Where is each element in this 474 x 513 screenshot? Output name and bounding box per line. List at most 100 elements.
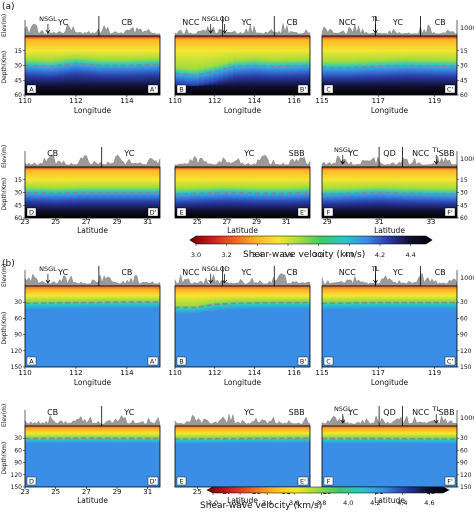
velocity-column [29,36,36,95]
x-axis-label: Longitude [224,378,262,387]
velocity-column [68,167,74,218]
velocity-column [232,286,239,367]
velocity-column [150,286,156,367]
velocity-column [281,36,287,95]
velocity-column [389,36,395,95]
velocity-column [155,36,160,95]
feature-label: TL [371,15,380,23]
velocity-column [365,426,371,487]
moho-line [24,191,160,195]
velocity-column [432,426,439,487]
region-label: YC [243,408,254,417]
velocity-column [218,167,224,218]
section-frame [24,425,161,488]
x-tick-label: 25 [193,218,202,226]
x-tick-label: 31 [143,218,152,226]
colorbar-tick-label: 3.2 [221,251,231,259]
colorbar-bar [189,235,433,245]
start-label-box [26,476,37,486]
velocity-column [68,36,74,95]
moho-line [174,64,311,77]
start-label: D [29,478,34,486]
velocity-column [87,36,94,95]
x-tick-label: 116 [287,369,301,377]
velocity-column [322,167,328,218]
velocity-field [175,426,310,487]
velocity-column [228,167,234,218]
topography-profile [174,23,311,37]
x-tick-label: 114 [120,369,134,377]
velocity-column [350,167,357,218]
end-label-box [147,84,159,94]
end-label: E' [300,209,306,217]
velocity-column [102,426,108,487]
elev-tick-label: 1000 [460,274,474,282]
velocity-column [399,167,405,218]
velocity-column [384,426,391,487]
velocity-column [442,167,448,218]
end-label: D' [150,209,157,217]
velocity-column [203,286,210,367]
depth-axis-label: Depth(Km) [1,51,8,84]
colorbar-title: Shear-wave velocity (km/s) [200,501,322,511]
velocity-column [322,426,328,487]
x-tick-label: 29 [113,488,122,496]
depth-tick-label-right: 60 [460,315,468,322]
velocity-column [53,167,60,218]
velocity-column [145,286,151,367]
velocity-column [53,426,60,487]
velocity-column [394,426,400,487]
depth-tick-label-right: 90 [460,332,468,339]
velocity-column [92,286,98,367]
velocity-column [39,286,45,367]
region-label: CB [47,149,58,158]
feature-label: TL [371,265,380,273]
section-panel-b: NCC YC CB NSGL QD B B' 110 112 114 116 Longitude [168,265,311,387]
end-label: F' [447,478,453,486]
velocity-column [194,167,200,218]
velocity-column [256,36,263,95]
velocity-column [126,167,132,218]
topography-profile [24,23,161,37]
region-label: NCC [182,268,200,277]
velocity-column [399,36,405,95]
depth-tick-label-right: 45 [460,77,468,84]
feature-arrow [45,24,51,34]
velocity-column [82,426,89,487]
colorbar-title: Shear-wave velocity (km/s) [243,250,365,260]
x-tick-label: 110 [168,97,181,105]
velocity-column [305,286,310,367]
depth-tick-label: 45 [14,77,22,84]
x-tick-label: 29 [252,218,261,226]
feature-label: TL [431,146,440,154]
section-frame [174,35,311,96]
velocity-column [126,286,132,367]
velocity-column [184,167,191,218]
velocity-column [237,426,244,487]
velocity-column [384,286,391,367]
velocity-column [102,167,108,218]
velocity-column [432,167,439,218]
x-tick-label: 115 [315,97,328,105]
topography-profile [24,414,161,427]
region-label: CB [121,268,132,277]
start-label: B [179,358,183,366]
region-label: QD [383,408,395,417]
velocity-column [34,426,41,487]
depth-tick-label: 30 [14,435,22,442]
velocity-column [175,36,181,95]
velocity-column [266,36,273,95]
velocity-column [228,286,234,367]
velocity-field [322,286,457,367]
x-tick-label: 29 [323,218,332,226]
x-tick-label: 27 [222,218,231,226]
start-label-box [176,356,187,366]
velocity-column [68,426,74,487]
elev-tick-label: 1000 [460,24,474,32]
depth-tick-label-right: 90 [460,460,468,467]
velocity-column [218,36,224,95]
feature-label: NSGL [334,146,352,154]
velocity-column [106,286,113,367]
velocity-column [331,167,338,218]
